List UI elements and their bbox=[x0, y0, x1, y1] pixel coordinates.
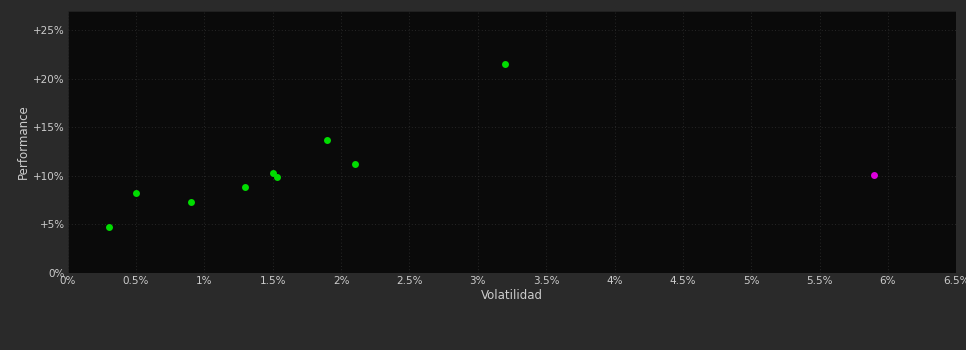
Y-axis label: Performance: Performance bbox=[17, 104, 30, 179]
X-axis label: Volatilidad: Volatilidad bbox=[481, 288, 543, 302]
